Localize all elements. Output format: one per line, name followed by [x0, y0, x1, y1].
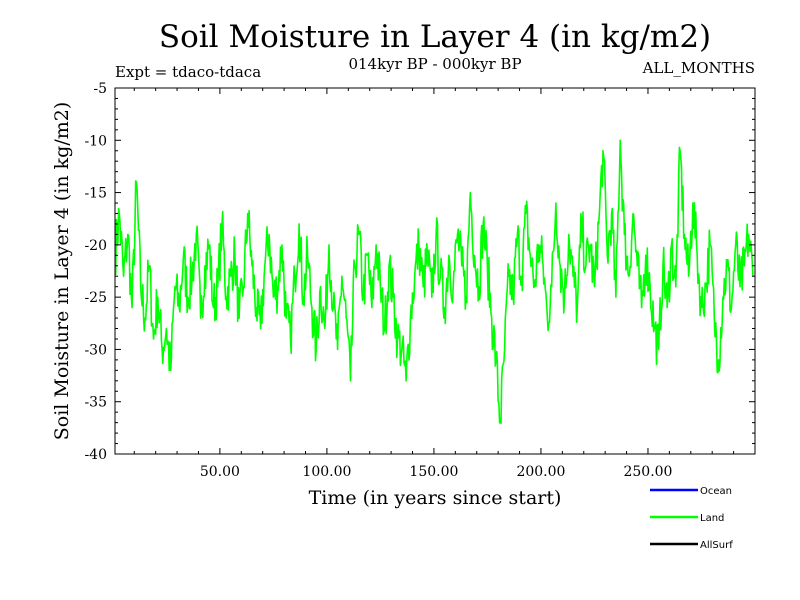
y-tick-label: -40	[84, 447, 107, 463]
x-axis-label: Time (in years since start)	[309, 487, 562, 509]
x-tick-label: 200.00	[516, 464, 565, 480]
experiment-label: Expt = tdaco-tdaca	[115, 63, 261, 81]
legend-label-ocean: Ocean	[700, 486, 732, 497]
x-axis: 50.00 100.00 150.00 200.00 250.00	[133, 88, 735, 480]
legend: Ocean Land AllSurf	[650, 486, 733, 551]
plot-frame	[114, 87, 756, 455]
y-tick-label: -25	[84, 290, 107, 306]
y-tick-label: -30	[84, 342, 107, 358]
legend-label-allsurf: AllSurf	[700, 540, 733, 551]
x-tick-label: 50.00	[200, 464, 240, 480]
y-tick-label: -5	[93, 81, 107, 97]
x-tick-label: 250.00	[623, 464, 672, 480]
plot-area	[114, 87, 756, 455]
months-label: ALL_MONTHS	[642, 59, 755, 77]
y-axis: -40 -35 -30 -25 -20 -15 -10 -5	[84, 81, 755, 463]
y-tick-label: -35	[84, 395, 107, 411]
x-tick-label: 100.00	[302, 464, 351, 480]
x-tick-label: 150.00	[409, 464, 458, 480]
legend-label-land: Land	[700, 513, 724, 524]
y-tick-label: -20	[84, 238, 107, 254]
chart-subtitle: 014kyr BP - 000kyr BP	[348, 55, 521, 73]
series-line-land	[115, 139, 754, 425]
y-tick-label: -15	[84, 186, 107, 202]
y-axis-label: Soil Moisture in Layer 4 (in kg/m2)	[51, 102, 73, 441]
chart-title: Soil Moisture in Layer 4 (in kg/m2)	[159, 19, 711, 55]
y-tick-label: -10	[84, 133, 107, 149]
